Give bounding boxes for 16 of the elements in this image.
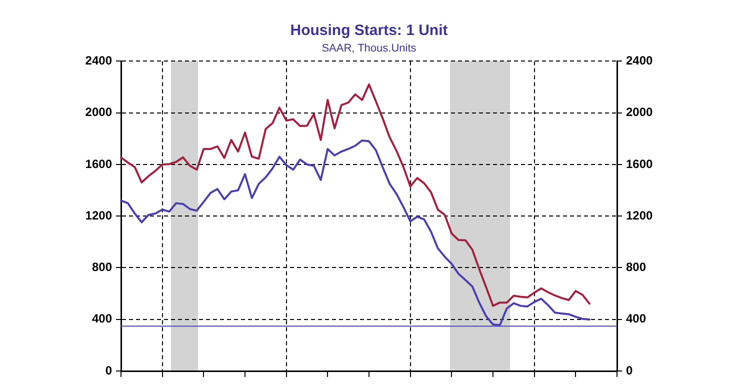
y-tick-label: 1600 — [85, 156, 112, 171]
y2-tick-label: 2400 — [626, 54, 654, 68]
chart-subtitle: SAAR, Thous.Units — [322, 42, 417, 55]
y2-tick-label: 2000 — [626, 105, 654, 120]
y-tick-label: 1200 — [85, 208, 112, 222]
y-tick-label: 800 — [92, 260, 112, 274]
y-tick-label: 2000 — [85, 105, 112, 120]
y2-tick-label: 1600 — [626, 156, 654, 171]
y-tick-label: 0 — [105, 363, 112, 378]
y-tick-label: 2400 — [85, 54, 112, 68]
y-tick-label: 400 — [92, 312, 112, 326]
y2-tick-label: 1200 — [626, 208, 654, 222]
y2-tick-label: 800 — [626, 260, 646, 274]
y2-tick-label: 400 — [626, 312, 646, 326]
y2-tick-label: 0 — [626, 363, 633, 378]
chart-title: Housing Starts: 1 Unit — [290, 22, 448, 40]
